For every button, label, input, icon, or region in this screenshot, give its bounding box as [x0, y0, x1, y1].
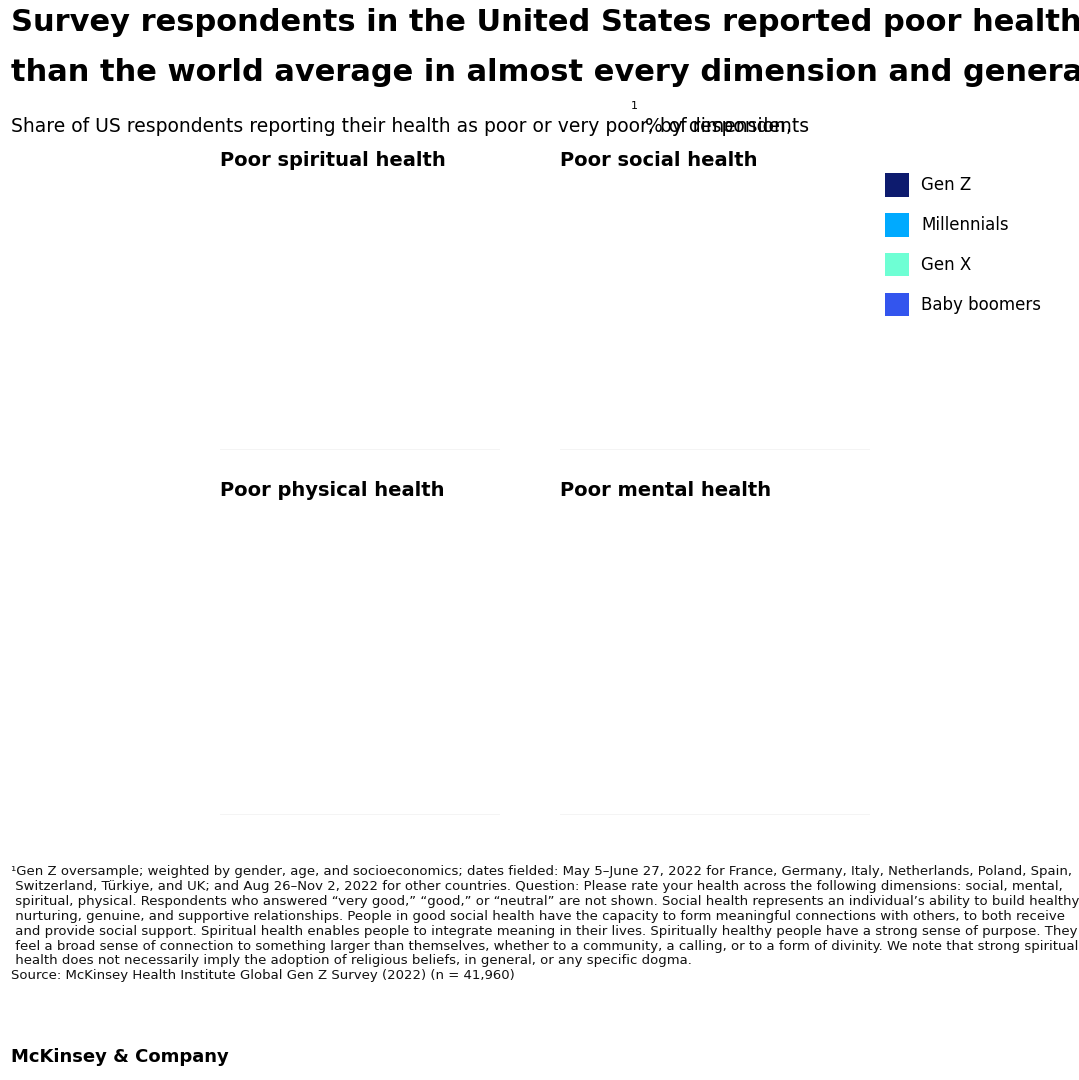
Text: Gen X: Gen X — [921, 256, 972, 273]
Text: Millennials: Millennials — [921, 216, 1009, 233]
Text: nurturing, genuine, and supportive relationships. People in good social health h: nurturing, genuine, and supportive relat… — [11, 909, 1065, 922]
Text: Survey respondents in the United States reported poor health at rates higher: Survey respondents in the United States … — [11, 8, 1079, 37]
Text: Poor spiritual health: Poor spiritual health — [220, 150, 446, 170]
Text: spiritual, physical. Respondents who answered “very good,” “good,” or “neutral” : spiritual, physical. Respondents who ans… — [11, 895, 1079, 908]
Text: health does not necessarily imply the adoption of religious beliefs, in general,: health does not necessarily imply the ad… — [11, 955, 692, 968]
Text: ¹Gen Z oversample; weighted by gender, age, and socioeconomics; dates fielded: M: ¹Gen Z oversample; weighted by gender, a… — [11, 865, 1071, 878]
Text: than the world average in almost every dimension and generational grouping.: than the world average in almost every d… — [11, 58, 1079, 87]
Text: Baby boomers: Baby boomers — [921, 296, 1041, 313]
Text: and provide social support. Spiritual health enables people to integrate meaning: and provide social support. Spiritual he… — [11, 924, 1077, 937]
Text: % of respondents: % of respondents — [639, 117, 809, 136]
Text: Switzerland, Türkiye, and UK; and Aug 26–Nov 2, 2022 for other countries. Questi: Switzerland, Türkiye, and UK; and Aug 26… — [11, 880, 1063, 893]
Text: Gen Z: Gen Z — [921, 176, 972, 193]
Text: feel a broad sense of connection to something larger than themselves, whether to: feel a broad sense of connection to some… — [11, 940, 1078, 953]
Text: Share of US respondents reporting their health as poor or very poor, by dimensio: Share of US respondents reporting their … — [11, 117, 792, 136]
Text: Poor mental health: Poor mental health — [560, 481, 771, 500]
Text: Poor social health: Poor social health — [560, 150, 757, 170]
Text: Source: McKinsey Health Institute Global Gen Z Survey (2022) (n = 41,960): Source: McKinsey Health Institute Global… — [11, 970, 515, 983]
Text: McKinsey & Company: McKinsey & Company — [11, 1048, 229, 1066]
Text: Poor physical health: Poor physical health — [220, 481, 445, 500]
Text: 1: 1 — [631, 102, 638, 111]
